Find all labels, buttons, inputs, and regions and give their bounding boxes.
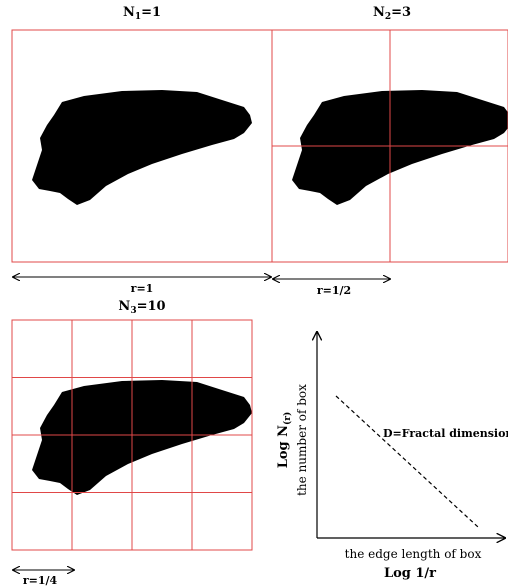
edge-length-label: r=1: [131, 282, 154, 295]
slope-line: [335, 395, 479, 528]
fractal-blob: [32, 90, 252, 205]
y-axis-label: Log N(r): [276, 412, 293, 469]
y-axis-caption: the number of box: [295, 384, 309, 496]
panel-count-label: N3=10: [118, 299, 165, 316]
panel-count-label: N1=1: [123, 5, 161, 22]
edge-length-label: r=1/4: [23, 574, 58, 587]
edge-length-label: r=1/2: [317, 284, 351, 297]
panel-count-label: N2=3: [373, 5, 411, 22]
x-axis-label: Log 1/r: [384, 566, 436, 581]
fractal-blob: [32, 380, 252, 495]
fractal-blob: [292, 90, 508, 205]
panel-n2: N2=3 r=1/2: [271, 5, 508, 297]
panel-n3: N3=10 r=1/4: [11, 299, 253, 587]
box-grid: [271, 29, 508, 263]
box-grid: [11, 319, 253, 551]
panel-n1: N1=1 r=1: [11, 5, 273, 295]
loglog-plot: D=Fractal dimension Log N(r) the number …: [276, 332, 508, 581]
x-axis-caption: the edge length of box: [345, 547, 482, 561]
slope-label: D=Fractal dimension: [383, 427, 508, 440]
